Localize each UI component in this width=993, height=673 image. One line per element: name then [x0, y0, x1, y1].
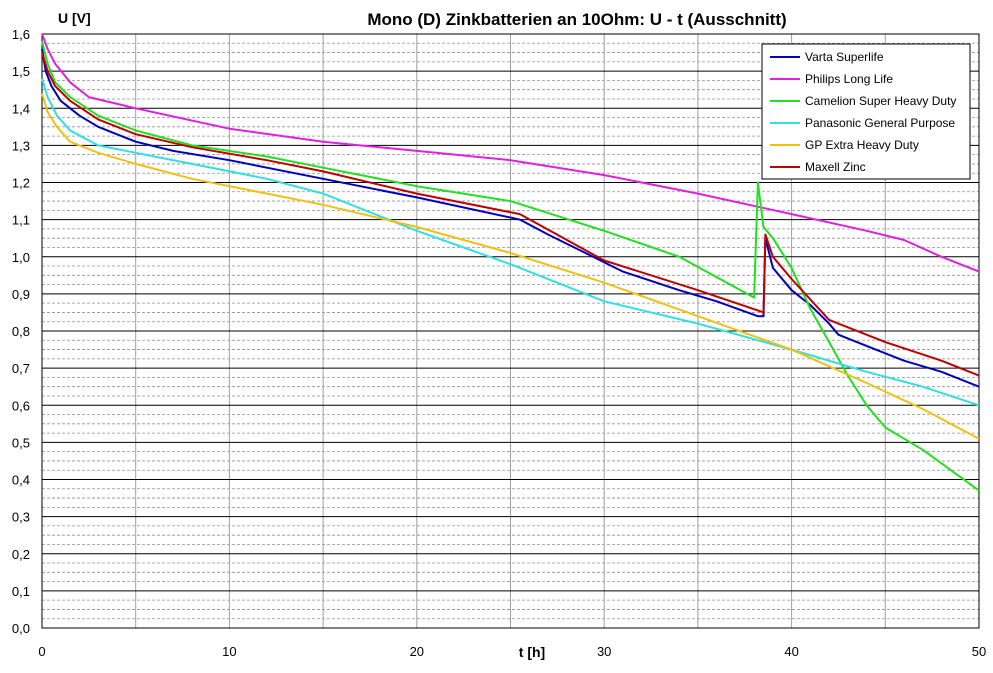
x-tick-label: 30: [597, 644, 611, 659]
legend: Varta Superlife Philips Long Life Camelion…: [761, 43, 971, 180]
y-tick-label: 1,1: [12, 213, 30, 228]
legend-entry: GP Extra Heavy Duty: [805, 138, 919, 152]
chart-title: Mono (D) Zinkbatterien an 10Ohm: U - t (…: [367, 10, 786, 29]
y-tick-label: 1,4: [12, 101, 30, 116]
y-tick-label: 1,2: [12, 176, 30, 191]
legend-box: [761, 43, 971, 180]
plot-frame: [41, 33, 980, 629]
y-tick-label: 1,6: [12, 27, 30, 42]
x-tick-label: 40: [784, 644, 798, 659]
y-tick-label: 1,5: [12, 64, 30, 79]
y-tick-label: 0,8: [12, 324, 30, 339]
y-tick-label: 0,9: [12, 287, 30, 302]
y-tick-label: 0,6: [12, 398, 30, 413]
x-tick-label: 10: [222, 644, 236, 659]
y-tick-label: 0,0: [12, 621, 30, 636]
y-tick-label: 0,4: [12, 473, 30, 488]
x-tick-label: 20: [410, 644, 424, 659]
series-line: [41, 33, 980, 273]
series-line: [41, 78, 980, 407]
y-tick-label: 0,5: [12, 435, 30, 450]
y-tick-label: 0,7: [12, 361, 30, 376]
y-tick-label: 0,2: [12, 547, 30, 562]
x-axis-label: t [h]: [519, 644, 545, 660]
legend-entry: Maxell Zinc: [805, 160, 866, 174]
x-tick-label: 0: [38, 644, 45, 659]
legend-entry: Camelion Super Heavy Duty: [805, 94, 956, 108]
legend-entry: Panasonic General Purpose: [805, 116, 955, 130]
y-axis-label: U [V]: [58, 10, 91, 26]
y-tick-label: 1,0: [12, 250, 30, 265]
series-lines: [41, 33, 980, 492]
series-line: [41, 48, 980, 388]
series-line: [41, 52, 980, 377]
series-line: [41, 93, 980, 440]
y-tick-label: 1,3: [12, 138, 30, 153]
x-tick-label: 50: [972, 644, 986, 659]
y-tick-label: 0,1: [12, 584, 30, 599]
legend-entry: Varta Superlife: [805, 50, 884, 64]
legend-entry: Philips Long Life: [805, 72, 893, 86]
tick-labels: 0,0 0,1 0,2 0,3 0,4 0,5 0,6 0,7 0,8 0,9 1,0 1,1 1,2 1…: [12, 27, 986, 659]
y-tick-label: 0,3: [12, 510, 30, 525]
